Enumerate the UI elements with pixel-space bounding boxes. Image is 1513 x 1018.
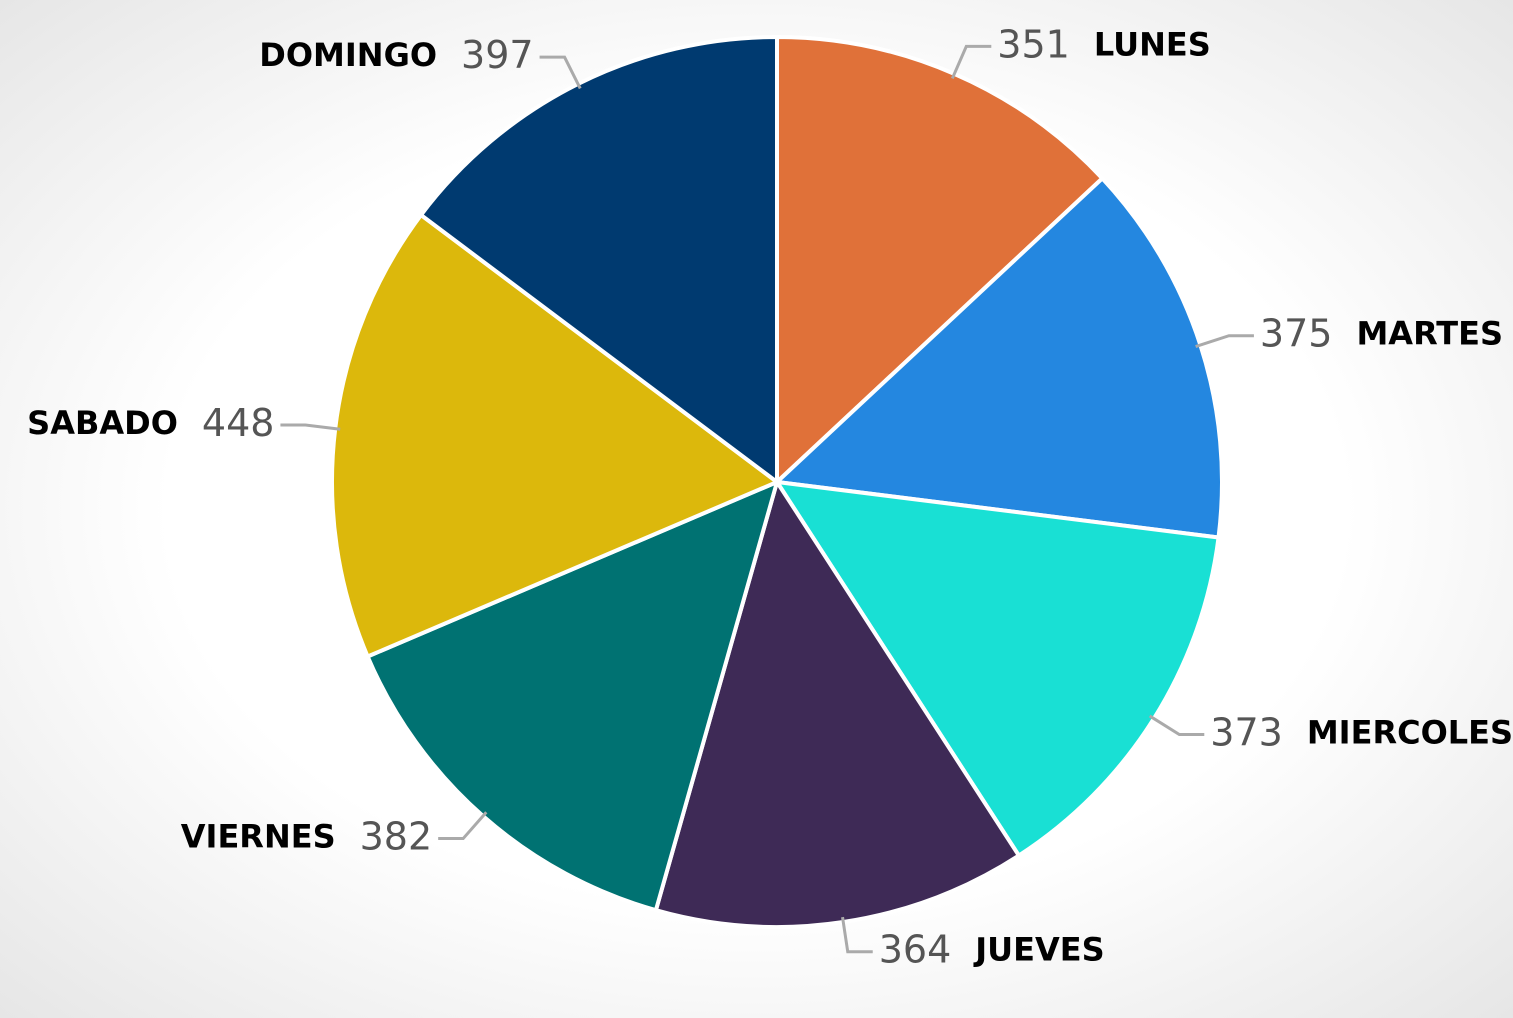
leader-line [841, 916, 873, 954]
slice-label: 373 MIERCOLES [1210, 710, 1513, 754]
slice-label: 375 MARTES [1260, 311, 1503, 355]
slice-name: VIERNES [181, 818, 336, 856]
leader-line [539, 55, 582, 90]
leader-line [950, 44, 992, 80]
slice-label: SABADO 448 [27, 400, 274, 444]
slice-value: 448 [202, 400, 275, 444]
slice-name: SABADO [27, 404, 178, 442]
slice-value: 375 [1260, 311, 1333, 355]
slice-label: 351 LUNES [997, 22, 1210, 66]
slice-value: 397 [461, 33, 534, 77]
slice-name: LUNES [1094, 25, 1211, 63]
slice-name: DOMINGO [259, 36, 437, 74]
slice-name: MIERCOLES [1307, 714, 1513, 752]
leader-line [280, 423, 341, 431]
slice-label: VIERNES 382 [181, 814, 432, 858]
slice-value: 382 [360, 814, 433, 858]
slice-value: 364 [879, 927, 952, 971]
slice-label: 364 JUEVES [879, 927, 1105, 971]
leader-line [438, 811, 488, 841]
leader-line [1148, 714, 1205, 737]
slice-name: MARTES [1356, 315, 1503, 353]
slice-name: JUEVES [973, 931, 1104, 969]
leader-line [1195, 334, 1254, 348]
slice-value: 351 [997, 22, 1070, 66]
slice-label: DOMINGO 397 [259, 33, 533, 77]
slice-value: 373 [1210, 710, 1283, 754]
